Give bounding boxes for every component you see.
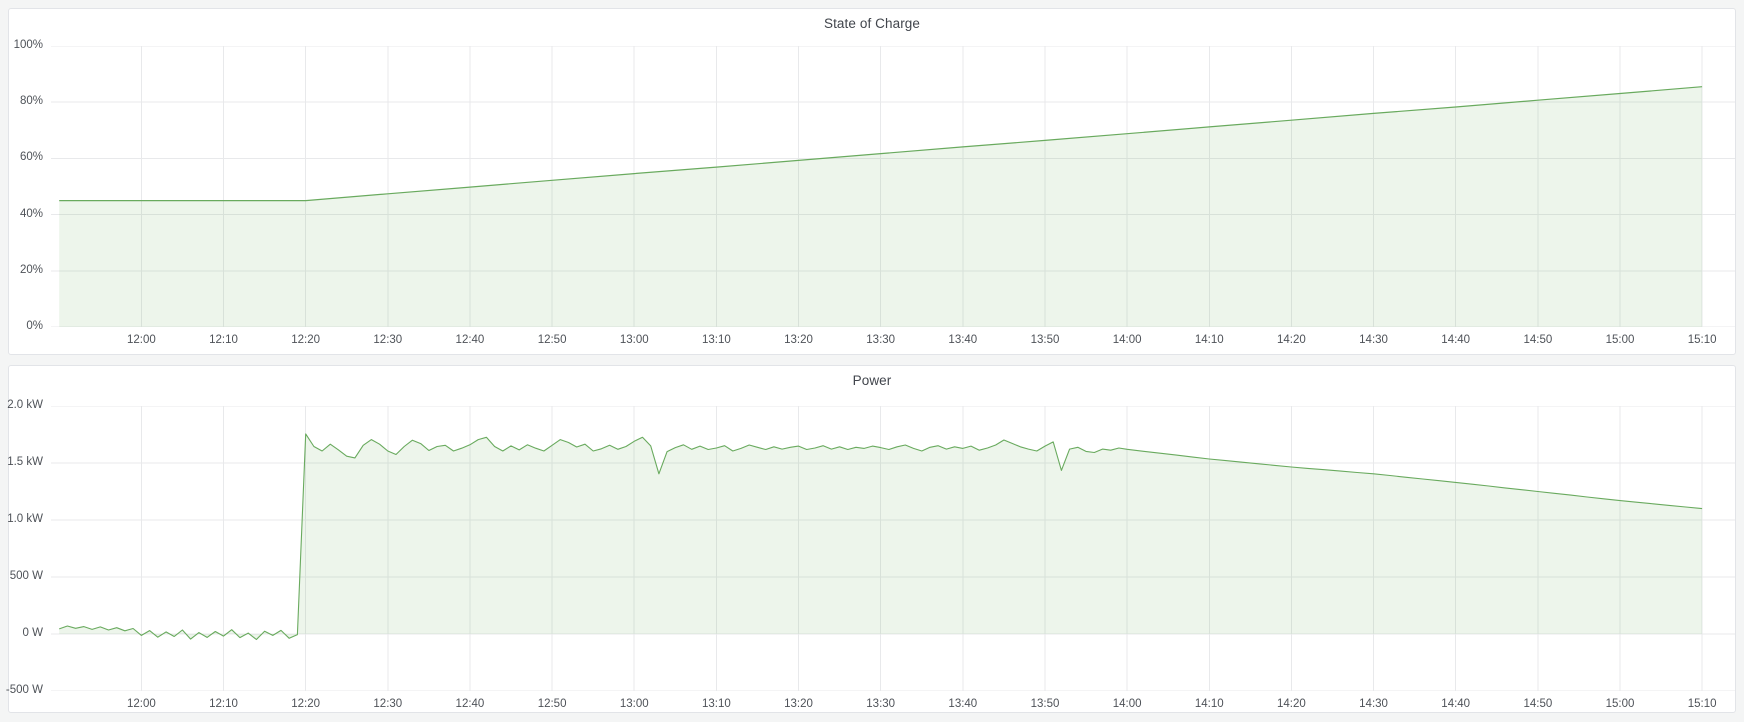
x-axis-tick-label: 12:40	[455, 334, 485, 346]
y-axis-tick-label: -500 W	[5, 684, 43, 696]
y-axis-tick-label: 20%	[19, 263, 43, 276]
panel-power: Power 12:00 12:10 12:20 12:30 12:40 12:50 13:0…	[5, 365, 1736, 713]
x-axis-tick-label: 13:20	[784, 698, 813, 710]
grid-lines	[51, 406, 1735, 691]
x-axis-tick-label: 12:50	[537, 334, 567, 346]
soc-chart-plot[interactable]	[51, 46, 1735, 327]
y-axis-tick-label: 0%	[26, 320, 43, 332]
x-axis-tick-label: 12:30	[373, 698, 403, 710]
x-axis-tick-label: 12:10	[209, 334, 238, 346]
x-axis-tick-label: 13:10	[701, 698, 731, 710]
x-axis-tick-label: 12:20	[291, 334, 321, 346]
x-axis-tick-label: 14:30	[1359, 698, 1388, 710]
x-axis-tick-label: 13:30	[866, 334, 896, 346]
x-axis-tick-label: 15:00	[1605, 698, 1635, 710]
panel-title-state-of-charge: State of Charge	[823, 16, 921, 31]
chart-canvas	[51, 46, 1735, 327]
grid-lines	[51, 46, 1735, 327]
x-axis-tick-label: 12:30	[373, 334, 403, 346]
x-axis-tick-label: 15:00	[1605, 334, 1635, 346]
series-line	[59, 433, 1703, 641]
x-axis-tick-label: 13:10	[701, 334, 731, 346]
series-area-fill	[59, 433, 1703, 640]
x-axis-tick-label: 14:10	[1194, 334, 1224, 346]
x-axis-tick-label: 14:20	[1277, 698, 1306, 710]
x-axis-tick-label: 12:10	[209, 698, 238, 710]
x-axis-tick-label: 13:30	[866, 698, 896, 710]
panel-state-of-charge: State of Charge 12:00 12:10 12:20 12:30 12:4…	[8, 8, 1736, 355]
y-axis-tick-label: 100%	[13, 39, 43, 51]
x-axis-tick-label: 14:00	[1112, 334, 1142, 346]
x-axis-tick-label: 13:20	[784, 334, 813, 346]
panel-title-power: Power	[852, 373, 892, 388]
y-axis-tick-label: 40%	[19, 207, 43, 220]
y-axis-tick-label: 60%	[19, 151, 43, 164]
x-axis-tick-label: 15:10	[1687, 334, 1717, 346]
x-axis-tick-label: 13:50	[1030, 334, 1060, 346]
x-axis-tick-label: 14:50	[1523, 334, 1553, 346]
series-line	[59, 86, 1703, 202]
x-axis-tick-label: 14:10	[1194, 698, 1224, 710]
chart-canvas	[51, 406, 1735, 691]
x-axis-tick-label: 14:20	[1277, 334, 1306, 346]
x-axis-tick-label: 14:50	[1523, 698, 1553, 710]
x-axis-tick-label: 14:30	[1359, 334, 1388, 346]
x-axis-tick-label: 14:00	[1112, 698, 1142, 710]
x-axis-tick-label: 15:10	[1687, 698, 1717, 710]
y-axis-tick-label: 0 W	[22, 627, 43, 639]
x-axis-tick-label: 12:20	[291, 698, 321, 710]
y-axis-tick-label: 1.5 kW	[7, 456, 43, 468]
x-axis-tick-label: 13:50	[1030, 698, 1060, 710]
y-axis-tick-label: 2.0 kW	[7, 399, 43, 411]
power-chart-plot[interactable]	[51, 406, 1735, 691]
x-axis-tick-label: 12:50	[537, 698, 567, 710]
x-axis-tick-label: 13:00	[619, 698, 649, 710]
x-axis-tick-label: 12:00	[126, 334, 156, 346]
x-axis-tick-label: 14:40	[1441, 698, 1471, 710]
y-axis-tick-label: 500 W	[9, 570, 43, 582]
series-area-fill	[59, 86, 1703, 327]
x-axis-tick-label: 14:40	[1441, 334, 1471, 346]
x-axis-tick-label: 13:00	[619, 334, 649, 346]
x-axis-tick-label: 12:40	[455, 698, 485, 710]
y-axis-tick-label: 80%	[19, 95, 43, 108]
x-axis-tick-label: 13:40	[948, 698, 978, 710]
x-axis-tick-label: 12:00	[126, 698, 156, 710]
y-axis-tick-label: 1.0 kW	[7, 513, 43, 525]
x-axis-tick-label: 13:40	[948, 334, 978, 346]
